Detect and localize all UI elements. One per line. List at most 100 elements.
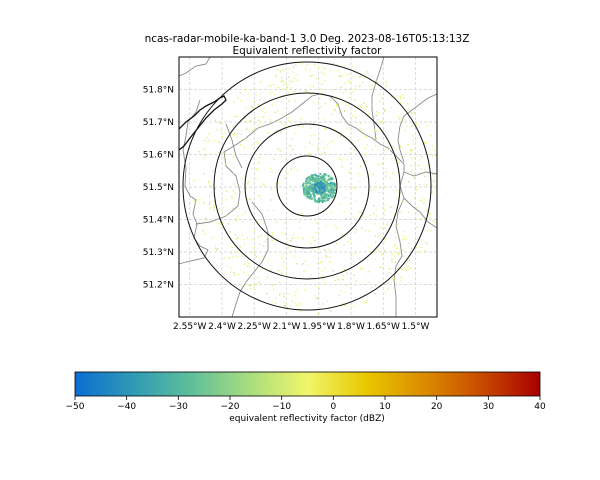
echo-point [417,251,420,253]
echo-point [278,120,280,122]
echo-point [222,210,224,212]
echo-point [295,74,297,76]
echo-point [203,203,205,205]
echo-point [434,221,436,223]
echo-point [400,118,402,120]
echo-point [431,144,433,147]
echo-point [362,161,364,163]
echo-point [374,188,376,190]
echo-point [315,231,317,234]
echo-point [255,255,257,258]
echo-point [435,154,437,157]
range-ring [276,155,338,217]
echo-point [391,252,393,254]
echo-point [419,126,421,128]
echo-point [321,178,324,180]
echo-point [317,181,319,184]
echo-point [247,265,249,267]
colorbar-tick-label: 40 [534,402,546,412]
echo-point [287,120,289,122]
echo-point [329,176,332,179]
echo-point [324,267,326,269]
colorbar-tick-label: 10 [379,402,391,412]
echo-point [282,88,284,90]
echo-point [259,195,261,197]
lat-tick-label: 51.8°N [143,86,174,96]
echo-point [324,181,327,184]
echo-point [431,185,433,187]
echo-point [249,285,251,287]
echo-point [337,122,339,124]
echo-point [419,172,421,174]
echo-point [332,187,335,189]
echo-point [334,189,337,191]
echo-point [432,180,434,182]
echo-point [307,176,309,179]
echo-point [233,183,235,185]
echo-point [321,88,323,91]
echo-point [319,199,322,202]
echo-point [313,63,316,65]
echo-point [318,191,320,193]
echo-point [362,82,364,84]
echo-point [328,188,330,191]
echo-point [333,188,336,191]
echo-point [344,64,346,67]
echo-point [367,113,369,115]
echo-point [243,263,246,265]
echo-point [411,149,413,151]
echo-point [332,191,334,194]
echo-point [384,227,386,229]
echo-point [425,152,427,154]
echo-point [424,167,426,169]
echo-point [302,183,305,186]
echo-point [319,97,321,99]
echo-point [321,200,324,202]
echo-point [410,152,412,154]
echo-point [232,167,234,169]
echo-point [285,170,287,172]
echo-point [371,148,374,150]
echo-point [388,149,391,151]
echo-point [407,108,409,111]
echo-point [218,222,220,225]
echo-point [244,211,246,214]
echo-point [258,195,260,197]
echo-point [245,88,248,91]
echo-point [313,188,315,191]
echo-point [241,285,243,287]
echo-point [324,195,327,198]
echo-point [255,178,257,180]
echo-point [319,175,322,178]
echo-point [406,260,409,262]
echo-point [407,102,409,105]
echo-point [286,87,289,89]
echo-point [295,291,297,293]
echo-point [307,175,310,178]
echo-point [380,97,383,99]
echo-point [377,248,379,250]
title-line-2: Equivalent reflectivity factor [233,45,383,57]
echo-point [338,279,340,281]
echo-point [248,284,250,287]
echo-point [413,111,415,114]
echo-point [323,181,326,183]
lon-tick-label: 1.65°W [367,322,401,332]
echo-point [202,158,204,160]
echo-point [288,76,290,78]
echo-point [262,111,264,113]
echo-point [410,165,412,167]
echo-point [366,299,368,302]
echo-point [235,133,237,135]
echo-point [294,276,296,279]
echo-point [305,270,307,272]
echo-point [378,112,380,114]
echo-point [324,185,327,187]
echo-point [309,152,311,155]
echo-point [270,167,272,170]
echo-point [415,124,417,126]
echo-point [361,227,363,229]
echo-point [311,178,314,181]
echo-point [218,121,220,123]
